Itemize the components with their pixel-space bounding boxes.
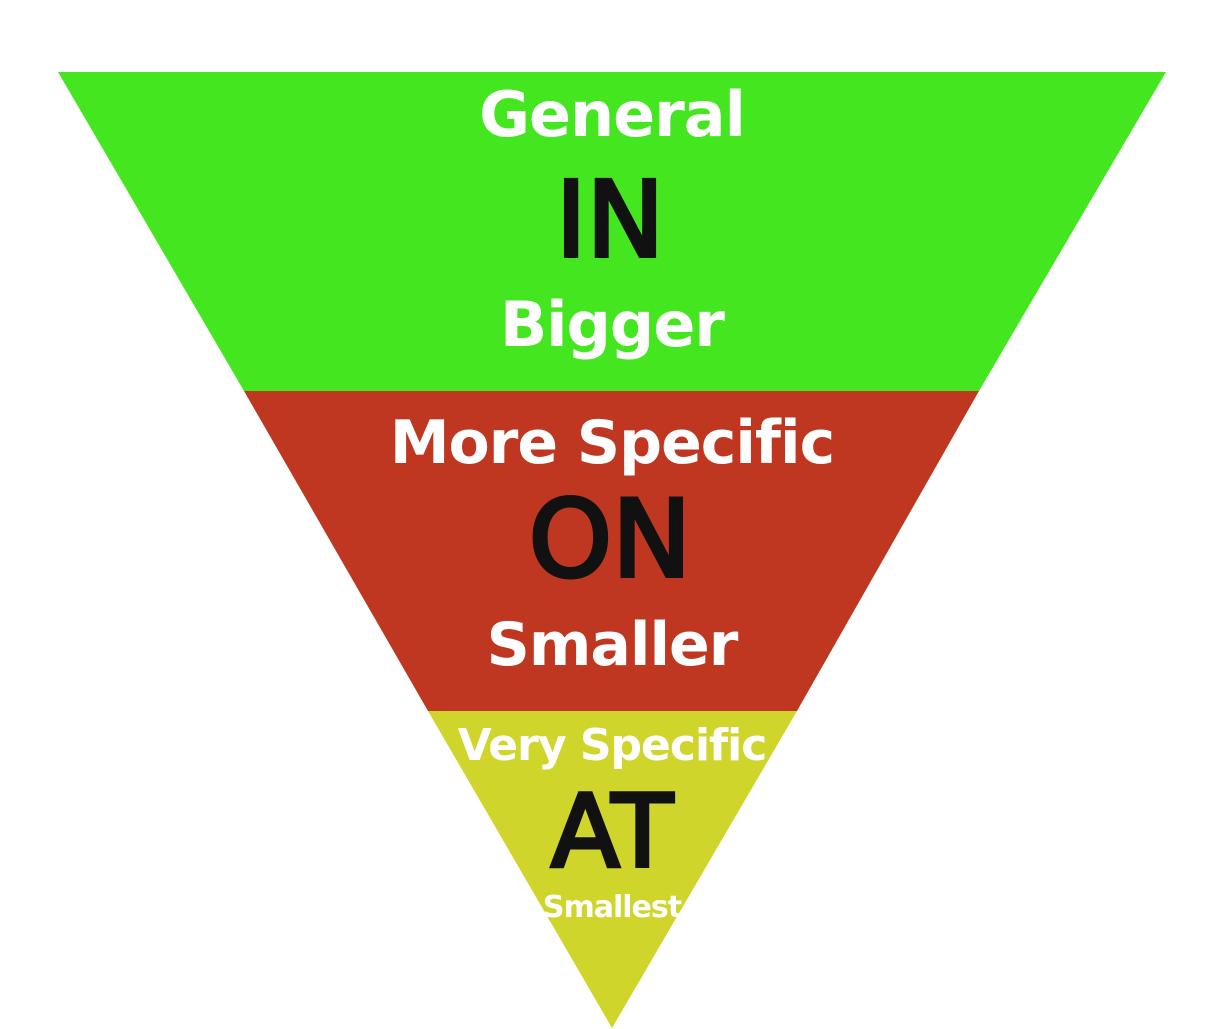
tier-at-bottom-label: Smallest bbox=[542, 890, 682, 925]
tier-in-word: IN bbox=[554, 159, 666, 281]
tier-on-bottom-label: Smaller bbox=[486, 610, 739, 680]
tier-at-top-label: Very Specific bbox=[457, 720, 768, 771]
tier-in-top-label: General bbox=[479, 78, 746, 151]
tier-on-word: ON bbox=[527, 478, 694, 601]
tier-at-band bbox=[428, 711, 797, 1028]
tier-on-top-label: More Specific bbox=[389, 408, 835, 478]
tier-in-band bbox=[58, 72, 1166, 391]
tier-at-word: AT bbox=[549, 773, 675, 890]
tier-in-bottom-label: Bigger bbox=[500, 288, 725, 361]
tier-on-band bbox=[244, 391, 979, 711]
